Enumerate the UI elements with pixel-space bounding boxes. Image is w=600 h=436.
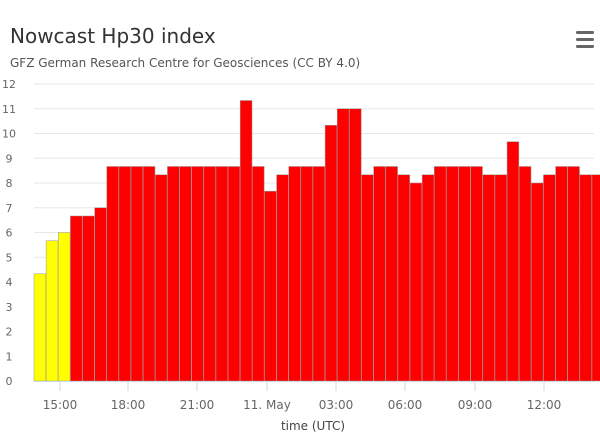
y-tick-label: 4 <box>6 276 13 289</box>
chart-subtitle: GFZ German Research Centre for Geoscienc… <box>10 56 360 70</box>
bar <box>167 166 180 382</box>
bar <box>227 166 241 382</box>
bar <box>518 166 532 382</box>
bar <box>264 190 277 382</box>
x-tick-label: 18:00 <box>111 398 146 412</box>
bar <box>494 174 507 382</box>
y-tick-label: 5 <box>6 251 13 264</box>
bars <box>33 100 600 382</box>
x-tick-label: 21:00 <box>180 398 215 412</box>
bar <box>82 215 95 382</box>
bar <box>506 141 520 382</box>
bar <box>409 182 423 382</box>
bar <box>337 108 350 382</box>
bar <box>191 166 204 382</box>
bar <box>555 166 568 382</box>
bar <box>106 166 119 382</box>
bar <box>142 166 156 382</box>
chart-title: Nowcast Hp30 index <box>10 24 216 48</box>
y-tick-label: 10 <box>2 128 16 141</box>
y-tick-label: 1 <box>6 350 13 363</box>
x-tick-label: 03:00 <box>319 398 354 412</box>
bar <box>239 100 253 382</box>
bar <box>361 174 374 382</box>
y-tick-label: 9 <box>6 152 13 165</box>
bar <box>58 232 71 382</box>
bar <box>203 166 216 382</box>
y-tick-label: 3 <box>6 301 13 314</box>
x-axis: 15:00 18:00 21:00 11. May 03:00 06:00 09:00 12:… <box>34 381 594 412</box>
bar <box>470 166 483 382</box>
bar <box>434 166 447 382</box>
bar <box>215 166 228 382</box>
bar <box>567 166 580 382</box>
y-tick-label: 0 <box>6 375 13 388</box>
bar <box>300 166 313 382</box>
x-tick-label: 11. May <box>243 398 291 412</box>
bar <box>70 215 83 382</box>
hamburger-menu-icon <box>576 31 594 48</box>
y-tick-label: 7 <box>6 202 13 215</box>
bar <box>94 207 107 382</box>
bar <box>446 166 459 382</box>
bar <box>579 174 592 382</box>
bar <box>458 166 471 382</box>
y-tick-label: 6 <box>6 227 13 240</box>
bar <box>252 166 265 382</box>
x-tick-label: 09:00 <box>458 398 493 412</box>
bar <box>531 182 544 382</box>
bar <box>591 174 600 382</box>
bar <box>179 166 192 382</box>
y-tick-label: 12 <box>2 78 16 91</box>
x-tick-label: 06:00 <box>388 398 423 412</box>
x-tick-label: 15:00 <box>43 398 78 412</box>
bar <box>482 174 495 382</box>
bar <box>324 125 338 382</box>
menu-button[interactable] <box>568 26 596 50</box>
bar <box>118 166 131 382</box>
bar <box>45 240 59 382</box>
bar <box>421 174 435 382</box>
bar <box>312 166 326 382</box>
bar <box>385 166 398 382</box>
bar <box>349 108 362 382</box>
bar <box>155 174 168 382</box>
x-axis-title: time (UTC) <box>281 419 345 433</box>
bar <box>288 166 301 382</box>
bar <box>373 166 386 382</box>
y-tick-label: 8 <box>6 177 13 190</box>
y-tick-label: 11 <box>2 103 16 116</box>
bar <box>397 174 410 382</box>
bar <box>33 273 47 382</box>
x-tick-label: 12:00 <box>527 398 562 412</box>
y-tick-label: 2 <box>6 326 13 339</box>
bar <box>276 174 289 382</box>
bar <box>543 174 556 382</box>
bar <box>130 166 144 382</box>
